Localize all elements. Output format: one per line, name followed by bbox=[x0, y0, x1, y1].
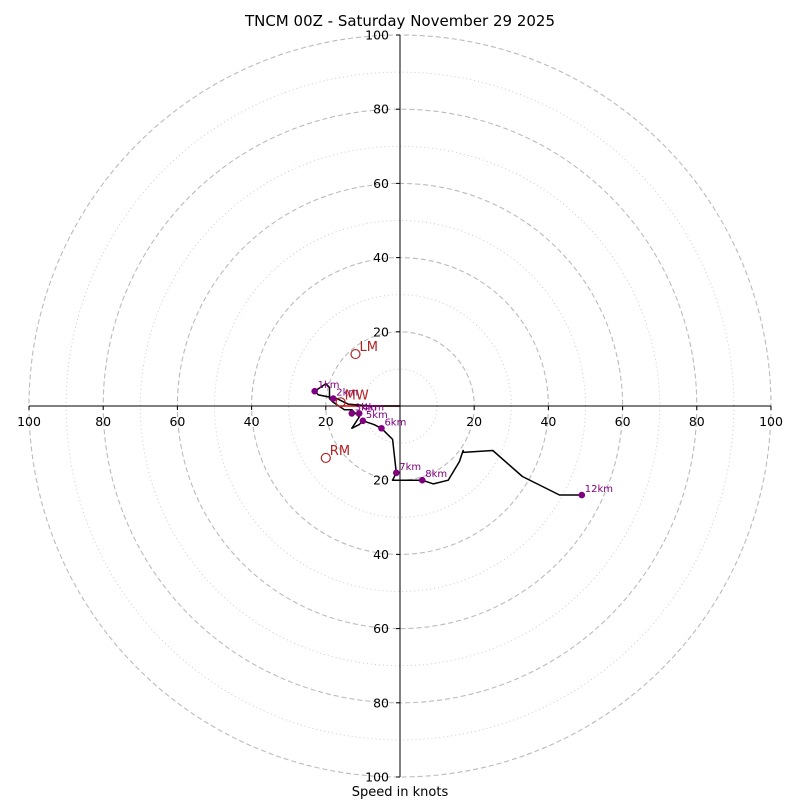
x-tick-label: 60 bbox=[169, 414, 185, 429]
height-label-4km: 4km bbox=[362, 402, 384, 413]
y-tick-label: 100 bbox=[365, 28, 389, 43]
storm-motion-markers: LM MW RM bbox=[320, 340, 378, 464]
x-tick-label: 40 bbox=[244, 414, 260, 429]
height-label-2km: 2km bbox=[336, 388, 358, 399]
y-tick-label: 100 bbox=[365, 770, 389, 785]
y-tick-label: 60 bbox=[373, 621, 389, 636]
x-axis-label: Speed in knots bbox=[352, 785, 449, 800]
storm-motion-lm bbox=[350, 348, 361, 360]
height-label-12km: 12km bbox=[585, 484, 613, 495]
height-marker-8km bbox=[418, 476, 426, 484]
x-tick-label: 80 bbox=[95, 414, 111, 429]
x-tick-label: 40 bbox=[540, 414, 556, 429]
x-tick-label: 80 bbox=[689, 414, 705, 429]
y-tick-label: 20 bbox=[373, 324, 389, 339]
height-label-1km: 1km bbox=[318, 380, 340, 391]
x-tick-label: 20 bbox=[466, 414, 482, 429]
height-label-6km: 6km bbox=[384, 417, 406, 428]
tick-labels: 100 80 60 40 20 20 40 60 80 100 100 80 60 40 20 20 40 60 8… bbox=[17, 28, 783, 785]
x-tick-label: 20 bbox=[318, 414, 334, 429]
y-tick-label: 80 bbox=[373, 102, 389, 117]
height-label-7km: 7km bbox=[399, 462, 421, 473]
height-marker-6km bbox=[378, 424, 385, 432]
y-tick-label: 20 bbox=[373, 473, 389, 488]
storm-motion-rm bbox=[320, 452, 331, 464]
x-tick-label: 100 bbox=[759, 414, 783, 429]
height-marker-1km bbox=[311, 387, 318, 395]
height-label-8km: 8km bbox=[425, 469, 447, 480]
storm-motion-mw bbox=[335, 397, 346, 408]
storm-motion-label-rm: RM bbox=[330, 444, 350, 459]
x-tick-label: 100 bbox=[17, 414, 41, 429]
y-tick-label: 40 bbox=[373, 250, 389, 265]
chart-title: TNCM 00Z - Saturday November 29 2025 bbox=[244, 12, 555, 30]
height-label-5km: 5km bbox=[366, 410, 388, 421]
y-tick-label: 60 bbox=[373, 176, 389, 191]
x-tick-label: 60 bbox=[615, 414, 631, 429]
storm-motion-label-lm: LM bbox=[359, 340, 377, 355]
height-marker-12km bbox=[578, 491, 586, 499]
y-tick-label: 80 bbox=[373, 695, 389, 710]
storm-motion-label-mw: MW bbox=[345, 388, 369, 403]
height-marker-7km bbox=[392, 469, 400, 477]
y-tick-label: 40 bbox=[373, 547, 389, 562]
height-marker-3km bbox=[348, 410, 356, 417]
height-marker-2km bbox=[329, 395, 337, 402]
height-marker-5km bbox=[359, 417, 367, 425]
height-marker-4km bbox=[355, 410, 363, 417]
height-label-3km: 3km bbox=[355, 402, 377, 413]
